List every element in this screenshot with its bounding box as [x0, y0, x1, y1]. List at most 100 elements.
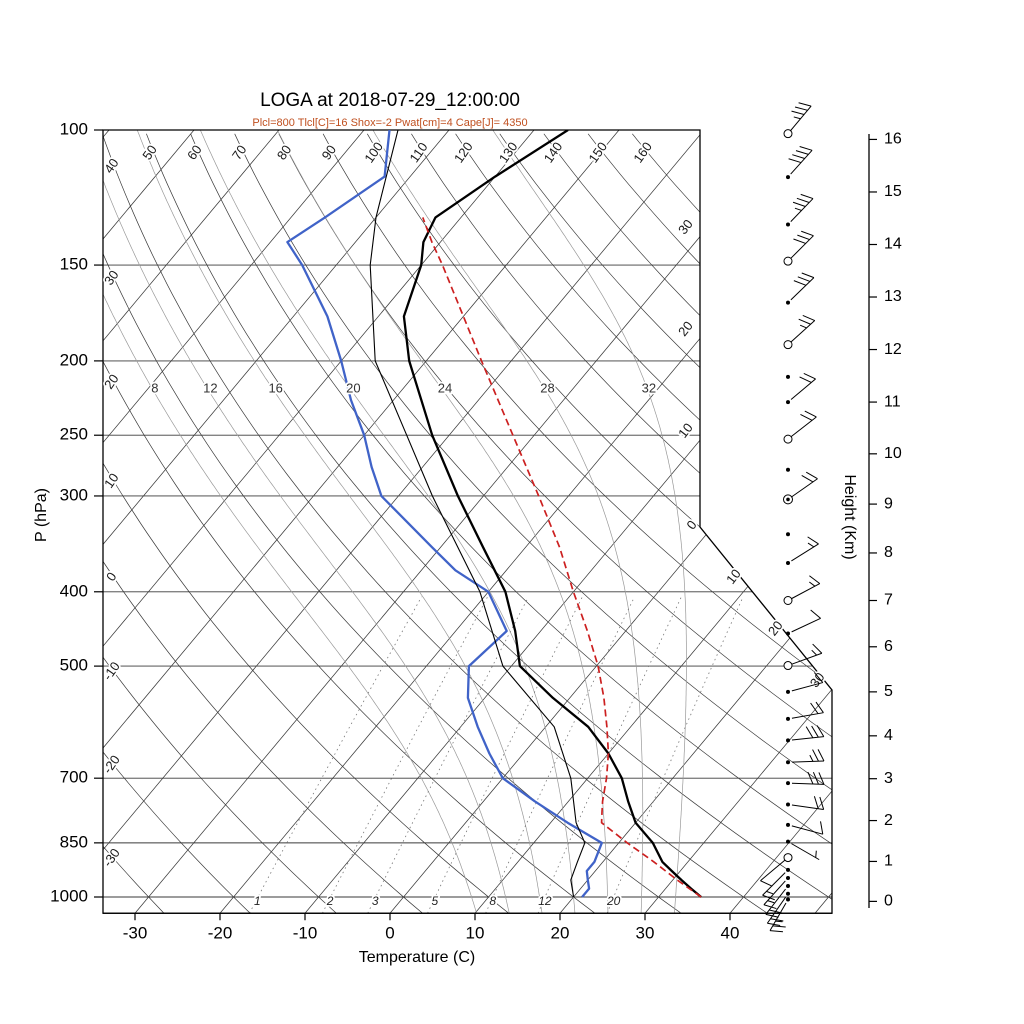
svg-text:140: 140	[541, 139, 566, 165]
svg-text:160: 160	[630, 139, 655, 165]
svg-text:30: 30	[101, 267, 122, 287]
dry-adiabat-gridlines	[103, 133, 832, 914]
svg-text:12: 12	[203, 381, 217, 396]
svg-text:70: 70	[229, 142, 250, 162]
svg-text:40: 40	[721, 923, 740, 942]
temperature-axis-label: Temperature (C)	[358, 949, 476, 966]
sounding-curves	[286, 130, 702, 898]
wind-barb	[769, 897, 790, 933]
svg-text:8: 8	[489, 894, 496, 908]
gridline-labels: 50 60 70 80 90 100 110 120 130 140 150 160403020100…	[98, 137, 829, 909]
svg-text:20: 20	[101, 371, 122, 391]
svg-text:10: 10	[675, 420, 696, 441]
svg-text:10: 10	[101, 470, 122, 490]
wind-barb	[783, 410, 817, 444]
svg-text:30: 30	[675, 217, 696, 238]
wind-barb	[762, 867, 790, 901]
svg-text:13: 13	[884, 288, 902, 305]
svg-text:1: 1	[254, 894, 261, 908]
plot-border	[102, 129, 833, 914]
wet_bulb-curve	[369, 130, 586, 898]
svg-text:11: 11	[884, 393, 901, 410]
svg-text:5: 5	[432, 894, 439, 908]
wind-barb	[786, 771, 825, 786]
svg-text:300: 300	[60, 485, 88, 504]
moist-adiabat-gridlines	[103, 130, 687, 914]
svg-text:20: 20	[606, 894, 621, 908]
wind-barb	[786, 796, 825, 810]
svg-text:-30: -30	[123, 923, 148, 942]
svg-text:150: 150	[585, 139, 610, 165]
svg-text:20: 20	[765, 618, 786, 639]
wind-barb	[783, 471, 818, 505]
svg-text:8: 8	[151, 381, 158, 396]
wind-barb	[786, 725, 825, 743]
isobar-gridlines	[103, 130, 832, 898]
svg-text:7: 7	[884, 592, 893, 609]
chart-subtitle: Plcl=800 Tlcl[C]=16 Shox=-2 Pwat[cm]=4 C…	[252, 117, 528, 129]
svg-text:1: 1	[884, 853, 893, 870]
svg-text:2: 2	[884, 812, 893, 829]
isotherm-gridlines	[103, 130, 832, 914]
svg-text:100: 100	[361, 139, 386, 165]
parcel-curve	[422, 217, 702, 898]
wind-barb	[786, 467, 790, 472]
svg-text:850: 850	[60, 832, 88, 851]
svg-text:0: 0	[385, 923, 394, 942]
svg-text:4: 4	[884, 727, 893, 744]
wind-barbs	[760, 102, 825, 933]
wind-barb	[786, 701, 824, 721]
svg-text:6: 6	[884, 638, 893, 655]
svg-text:3: 3	[884, 770, 893, 787]
svg-text:90: 90	[319, 142, 340, 162]
svg-text:-10: -10	[293, 923, 318, 942]
wind-barb	[760, 853, 793, 887]
svg-text:9: 9	[884, 495, 893, 512]
wind-barb	[786, 839, 820, 861]
temperature-axis: -30 -20 -10 0 10 20 30 40	[103, 912, 832, 942]
svg-text:2: 2	[326, 894, 334, 908]
wind-barb	[786, 146, 813, 180]
svg-text:120: 120	[451, 139, 476, 165]
svg-text:16: 16	[268, 381, 282, 396]
wind-barb	[783, 575, 821, 606]
wind-barb	[783, 102, 812, 139]
svg-text:3: 3	[372, 894, 379, 908]
chart-title: LOGA at 2018-07-29_12:00:00	[260, 90, 520, 111]
svg-text:10: 10	[723, 566, 744, 587]
pressure-axis: 100 150 200 250 300 400 500 700 850 1000	[50, 119, 103, 905]
svg-text:400: 400	[60, 581, 88, 600]
wind-barb	[786, 193, 814, 227]
svg-text:20: 20	[675, 318, 696, 339]
svg-text:-20: -20	[208, 923, 233, 942]
svg-text:5: 5	[884, 683, 893, 700]
svg-text:14: 14	[884, 236, 902, 253]
svg-text:500: 500	[60, 656, 88, 675]
svg-text:20: 20	[346, 381, 360, 396]
wind-barb	[783, 230, 814, 266]
svg-text:1000: 1000	[50, 886, 88, 905]
svg-text:80: 80	[274, 142, 295, 162]
svg-text:200: 200	[60, 350, 88, 369]
wind-barb	[786, 272, 815, 305]
temperature-curve	[402, 130, 702, 898]
svg-text:40: 40	[101, 156, 122, 176]
wind-barb	[783, 643, 823, 671]
svg-text:30: 30	[807, 670, 828, 691]
svg-text:28: 28	[540, 381, 554, 396]
svg-text:15: 15	[884, 183, 902, 200]
wind-barb	[786, 609, 821, 636]
svg-text:30: 30	[636, 923, 655, 942]
svg-text:10: 10	[466, 923, 485, 942]
svg-text:24: 24	[438, 381, 452, 396]
dewpoint-curve	[286, 130, 603, 898]
svg-text:700: 700	[60, 768, 88, 787]
wind-barb	[786, 374, 790, 379]
wind-barb	[786, 532, 790, 537]
svg-text:0: 0	[884, 893, 893, 910]
svg-text:150: 150	[60, 255, 88, 274]
svg-text:32: 32	[642, 381, 656, 396]
wind-barb	[786, 672, 824, 694]
wind-barb	[786, 821, 824, 835]
